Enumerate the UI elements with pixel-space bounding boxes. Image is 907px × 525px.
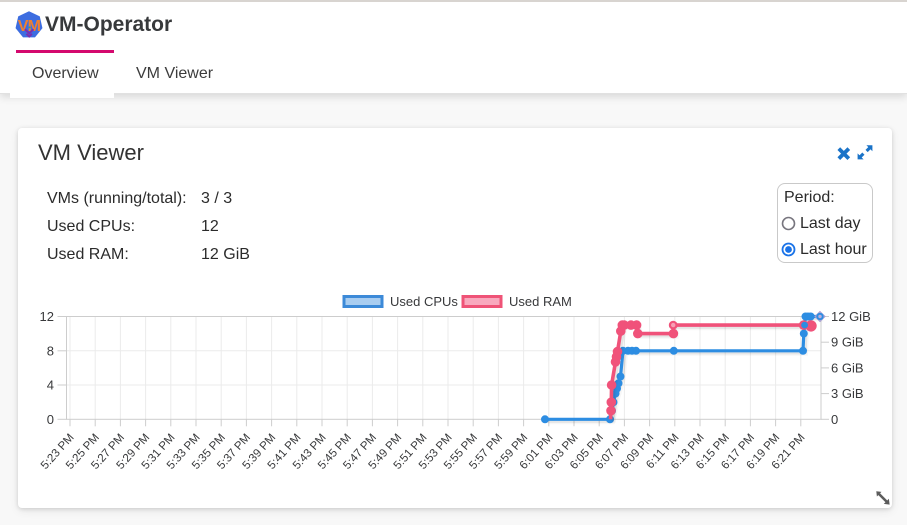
svg-text:6 GiB: 6 GiB [831, 360, 864, 375]
svg-text:12: 12 [40, 309, 54, 324]
svg-text:Used CPUs: Used CPUs [390, 294, 458, 309]
svg-text:0: 0 [47, 412, 54, 427]
svg-text:9 GiB: 9 GiB [831, 335, 864, 350]
svg-text:12 GiB: 12 GiB [831, 309, 871, 324]
svg-text:3 GiB: 3 GiB [831, 386, 864, 401]
svg-text:Used RAM: Used RAM [509, 294, 572, 309]
svg-text:0: 0 [831, 412, 838, 427]
svg-text:4: 4 [47, 378, 54, 393]
svg-text:8: 8 [47, 343, 54, 358]
